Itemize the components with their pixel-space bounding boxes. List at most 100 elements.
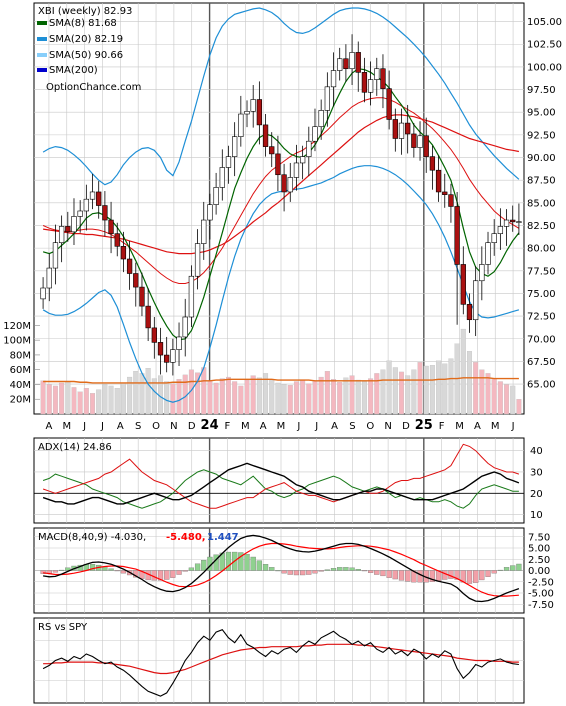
macd-signal-label: -5.480, <box>166 532 206 543</box>
macd-histogram-bar <box>40 570 46 574</box>
price-tick-label: 85.00 <box>527 198 556 209</box>
macd-histogram-bar <box>448 570 454 579</box>
candle-body <box>164 354 170 363</box>
candle-body <box>65 226 71 233</box>
volume-bar <box>368 378 374 415</box>
legend-sma20: SMA(20) 82.19 <box>49 34 123 45</box>
macd-histogram-bar <box>411 570 417 583</box>
candle-body <box>194 243 201 277</box>
macd-histogram-bar <box>120 570 127 574</box>
x-tick-label: 25 <box>415 418 433 433</box>
volume-bar <box>244 379 250 415</box>
macd-histogram-bar <box>355 569 361 571</box>
macd-histogram-bar <box>164 570 170 580</box>
x-tick-label: M <box>455 421 464 432</box>
volume-bar <box>491 378 497 415</box>
volume-bar <box>71 387 77 415</box>
rs-ma-line <box>43 643 519 675</box>
candle-body <box>213 187 219 205</box>
sma8-line <box>42 68 520 341</box>
volume-bar <box>83 388 89 415</box>
volume-bar <box>207 380 213 415</box>
macd-histogram-bar <box>367 570 374 573</box>
macd-histogram-bar <box>318 570 324 572</box>
volume-bar <box>275 382 281 415</box>
macd-histogram-bar <box>306 570 312 575</box>
macd-hist-label: 1.447 <box>207 532 239 543</box>
macd-histogram-bar <box>250 556 256 571</box>
plus-di-line <box>42 469 519 509</box>
candle-body <box>330 70 337 88</box>
candle-body <box>497 226 504 234</box>
price-tick-label: 75.00 <box>527 289 556 300</box>
candle-body <box>151 327 157 343</box>
macd-histogram-bar <box>194 563 201 571</box>
x-tick-label: 24 <box>201 418 219 433</box>
volume-bar <box>59 382 65 415</box>
macd-histogram-bar <box>52 570 59 573</box>
volume-bar <box>213 382 219 415</box>
candle-body <box>182 316 188 338</box>
macd-histogram-bar <box>398 570 405 581</box>
macd-histogram-bar <box>102 566 108 571</box>
candle-body <box>503 219 510 227</box>
volume-tick-label: 80M <box>10 350 31 361</box>
candle-body <box>516 221 522 223</box>
price-tick-label: 77.50 <box>527 266 556 277</box>
adx-tick-label: 20 <box>530 489 543 500</box>
candle-body <box>139 286 145 307</box>
adx-line <box>42 462 520 505</box>
volume-bar <box>127 376 133 415</box>
volume-bar <box>195 372 201 415</box>
macd-histogram-bar <box>349 567 355 571</box>
candle-body <box>392 119 398 139</box>
volume-bar <box>269 379 275 415</box>
price-tick-label: 72.50 <box>527 312 556 323</box>
macd-histogram-bar <box>188 567 195 571</box>
candle-body <box>435 169 442 193</box>
price-tick-label: 80.00 <box>527 244 556 255</box>
macd-histogram-bar <box>380 570 386 577</box>
x-tick-label: A <box>117 421 124 432</box>
macd-histogram-bar <box>281 570 287 574</box>
macd-histogram-bar <box>485 570 491 577</box>
volume-bar <box>108 385 114 415</box>
sma50-line <box>42 97 520 284</box>
x-tick-label: N <box>170 421 177 432</box>
macd-histogram-bar <box>256 560 262 571</box>
macd-histogram-bar <box>262 564 269 571</box>
volume-bar <box>392 367 398 415</box>
x-tick-label: O <box>366 421 374 432</box>
macd-histogram-bar <box>182 570 188 572</box>
candle-body <box>380 68 386 89</box>
candle-body <box>250 99 256 112</box>
candle-body <box>318 110 324 128</box>
macd-tick-label: 0.00 <box>528 566 550 577</box>
volume-bar <box>263 373 269 415</box>
volume-bar <box>250 375 256 415</box>
volume-bar <box>331 379 337 415</box>
macd-histogram-bar <box>293 570 300 576</box>
rs-line <box>42 629 519 697</box>
candle-body <box>102 205 108 221</box>
volume-bar <box>256 377 262 415</box>
price-tick-label: 82.50 <box>527 221 556 232</box>
volume-bar <box>504 384 510 415</box>
macd-histogram-bar <box>157 570 164 581</box>
legend-swatch-sma200 <box>37 68 47 72</box>
volume-bar <box>281 384 287 415</box>
volume-bar <box>460 328 466 415</box>
candle-body <box>232 136 238 157</box>
macd-histogram-bar <box>361 570 368 572</box>
macd-histogram-bar <box>275 570 281 572</box>
candle-body <box>429 156 436 171</box>
adx-tick-label: 30 <box>530 467 543 478</box>
x-tick-label: M <box>277 421 286 432</box>
candle-body <box>454 206 460 265</box>
volume-bar <box>497 381 503 415</box>
volume-bar <box>114 388 120 415</box>
candle-body <box>460 264 466 305</box>
macd-histogram-bar <box>417 570 423 583</box>
volume-bar <box>516 399 522 415</box>
volume-bar <box>337 382 343 415</box>
